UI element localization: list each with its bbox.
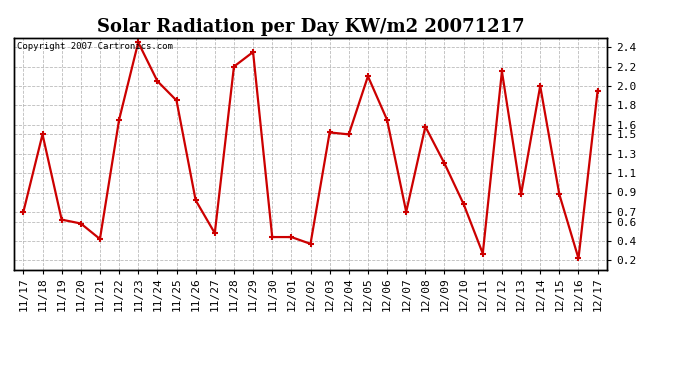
Text: Copyright 2007 Cartronics.com: Copyright 2007 Cartronics.com [17,42,172,51]
Title: Solar Radiation per Day KW/m2 20071217: Solar Radiation per Day KW/m2 20071217 [97,18,524,36]
